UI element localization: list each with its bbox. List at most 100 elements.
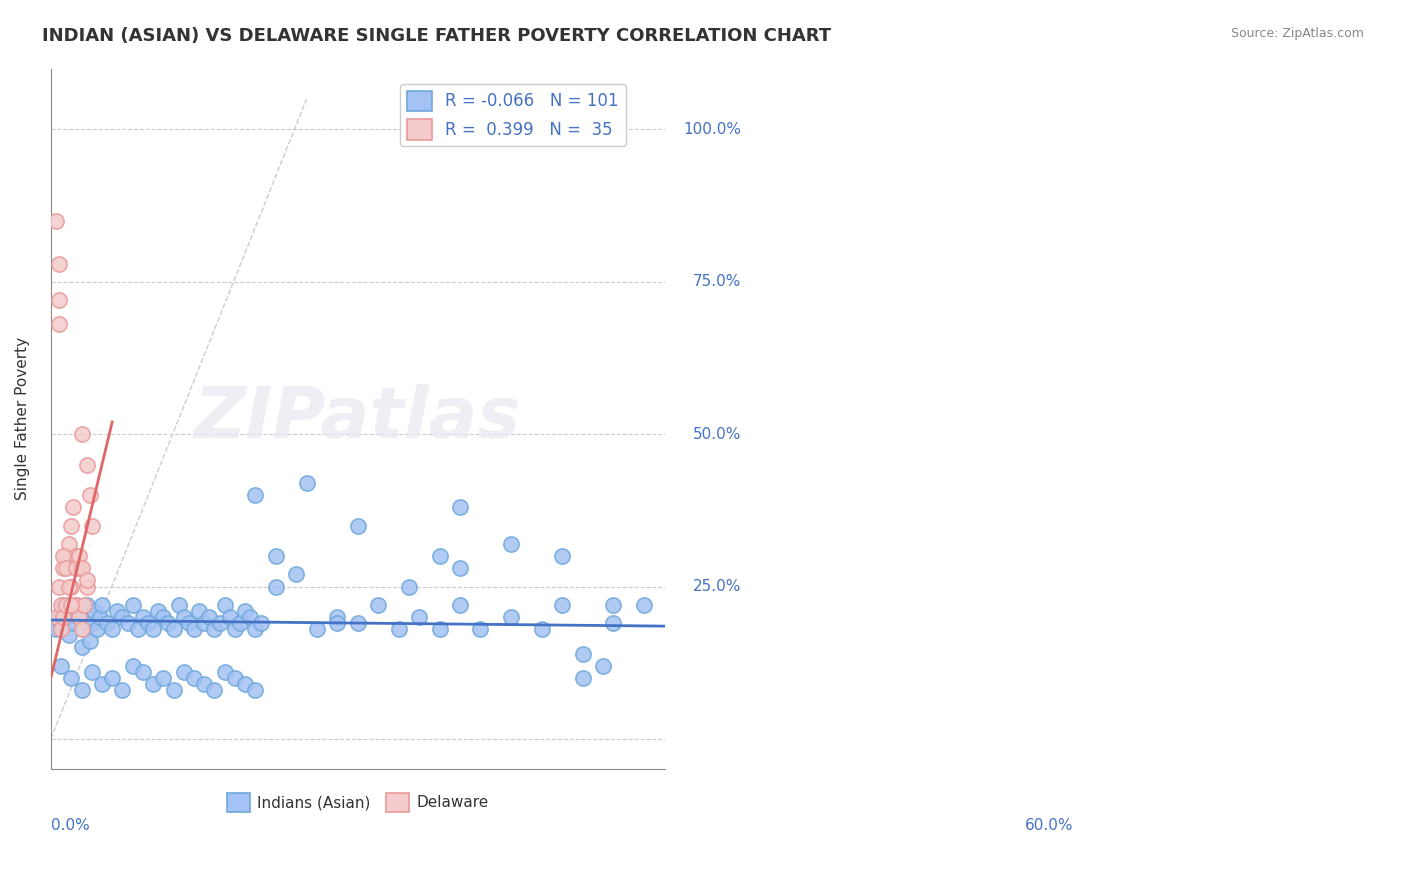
Point — [58, 537, 80, 551]
Point — [127, 622, 149, 636]
Point — [245, 488, 267, 502]
Point — [60, 580, 83, 594]
Point — [49, 658, 72, 673]
Point — [152, 671, 174, 685]
Point — [49, 598, 72, 612]
Point — [602, 616, 624, 631]
Text: ZIPatlas: ZIPatlas — [194, 384, 522, 453]
Point — [188, 604, 211, 618]
Point — [449, 500, 471, 515]
Point — [69, 549, 91, 563]
Point — [183, 671, 205, 685]
Point — [162, 622, 184, 636]
Point — [218, 610, 240, 624]
Point — [367, 598, 389, 612]
Point — [55, 598, 77, 612]
Text: 100.0%: 100.0% — [683, 122, 741, 137]
Point — [132, 610, 155, 624]
Point — [72, 598, 94, 612]
Point — [633, 598, 655, 612]
Point — [245, 683, 267, 698]
Point — [224, 671, 246, 685]
Point — [198, 610, 221, 624]
Point — [429, 549, 451, 563]
Point — [121, 598, 143, 612]
Point — [388, 622, 411, 636]
Point — [449, 561, 471, 575]
Point — [69, 610, 91, 624]
Point — [48, 580, 70, 594]
Point — [76, 598, 98, 612]
Point — [551, 598, 574, 612]
Point — [173, 665, 195, 679]
Point — [233, 604, 256, 618]
Point — [60, 598, 83, 612]
Point — [429, 622, 451, 636]
Point — [214, 598, 236, 612]
Point — [80, 616, 103, 631]
Point — [111, 610, 134, 624]
Point — [264, 580, 287, 594]
Point — [571, 647, 593, 661]
Point — [162, 683, 184, 698]
Point — [136, 616, 159, 631]
Point — [551, 549, 574, 563]
Text: Source: ZipAtlas.com: Source: ZipAtlas.com — [1230, 27, 1364, 40]
Point — [305, 622, 328, 636]
Point — [65, 598, 87, 612]
Point — [249, 616, 271, 631]
Point — [49, 616, 72, 631]
Point — [142, 677, 165, 691]
Y-axis label: Single Father Poverty: Single Father Poverty — [15, 337, 30, 500]
Legend: Indians (Asian), Delaware: Indians (Asian), Delaware — [221, 787, 495, 818]
Point — [233, 677, 256, 691]
Point — [80, 518, 103, 533]
Point — [326, 610, 349, 624]
Point — [177, 616, 200, 631]
Point — [239, 610, 262, 624]
Point — [117, 616, 139, 631]
Point — [60, 518, 83, 533]
Point — [52, 549, 75, 563]
Point — [501, 537, 523, 551]
Point — [48, 293, 70, 307]
Point — [208, 616, 231, 631]
Point — [96, 616, 118, 631]
Point — [148, 604, 170, 618]
Point — [224, 622, 246, 636]
Point — [72, 622, 94, 636]
Point — [70, 622, 93, 636]
Point — [76, 574, 98, 588]
Point — [76, 580, 98, 594]
Point — [101, 622, 124, 636]
Point — [60, 671, 83, 685]
Point — [89, 610, 111, 624]
Point — [45, 214, 67, 228]
Point — [571, 671, 593, 685]
Point — [55, 549, 77, 563]
Point — [45, 610, 67, 624]
Point — [173, 610, 195, 624]
Point — [91, 677, 114, 691]
Text: 60.0%: 60.0% — [1025, 818, 1074, 833]
Point — [65, 561, 87, 575]
Point — [91, 598, 114, 612]
Point — [449, 598, 471, 612]
Point — [121, 658, 143, 673]
Point — [58, 580, 80, 594]
Text: 25.0%: 25.0% — [693, 579, 741, 594]
Point — [193, 616, 215, 631]
Point — [530, 622, 553, 636]
Point — [132, 665, 155, 679]
Point — [65, 598, 87, 612]
Point — [70, 427, 93, 442]
Point — [105, 604, 128, 618]
Point — [326, 616, 349, 631]
Point — [229, 616, 252, 631]
Point — [48, 318, 70, 332]
Point — [86, 622, 108, 636]
Point — [76, 458, 98, 472]
Point — [193, 677, 215, 691]
Text: INDIAN (ASIAN) VS DELAWARE SINGLE FATHER POVERTY CORRELATION CHART: INDIAN (ASIAN) VS DELAWARE SINGLE FATHER… — [42, 27, 831, 45]
Point — [48, 256, 70, 270]
